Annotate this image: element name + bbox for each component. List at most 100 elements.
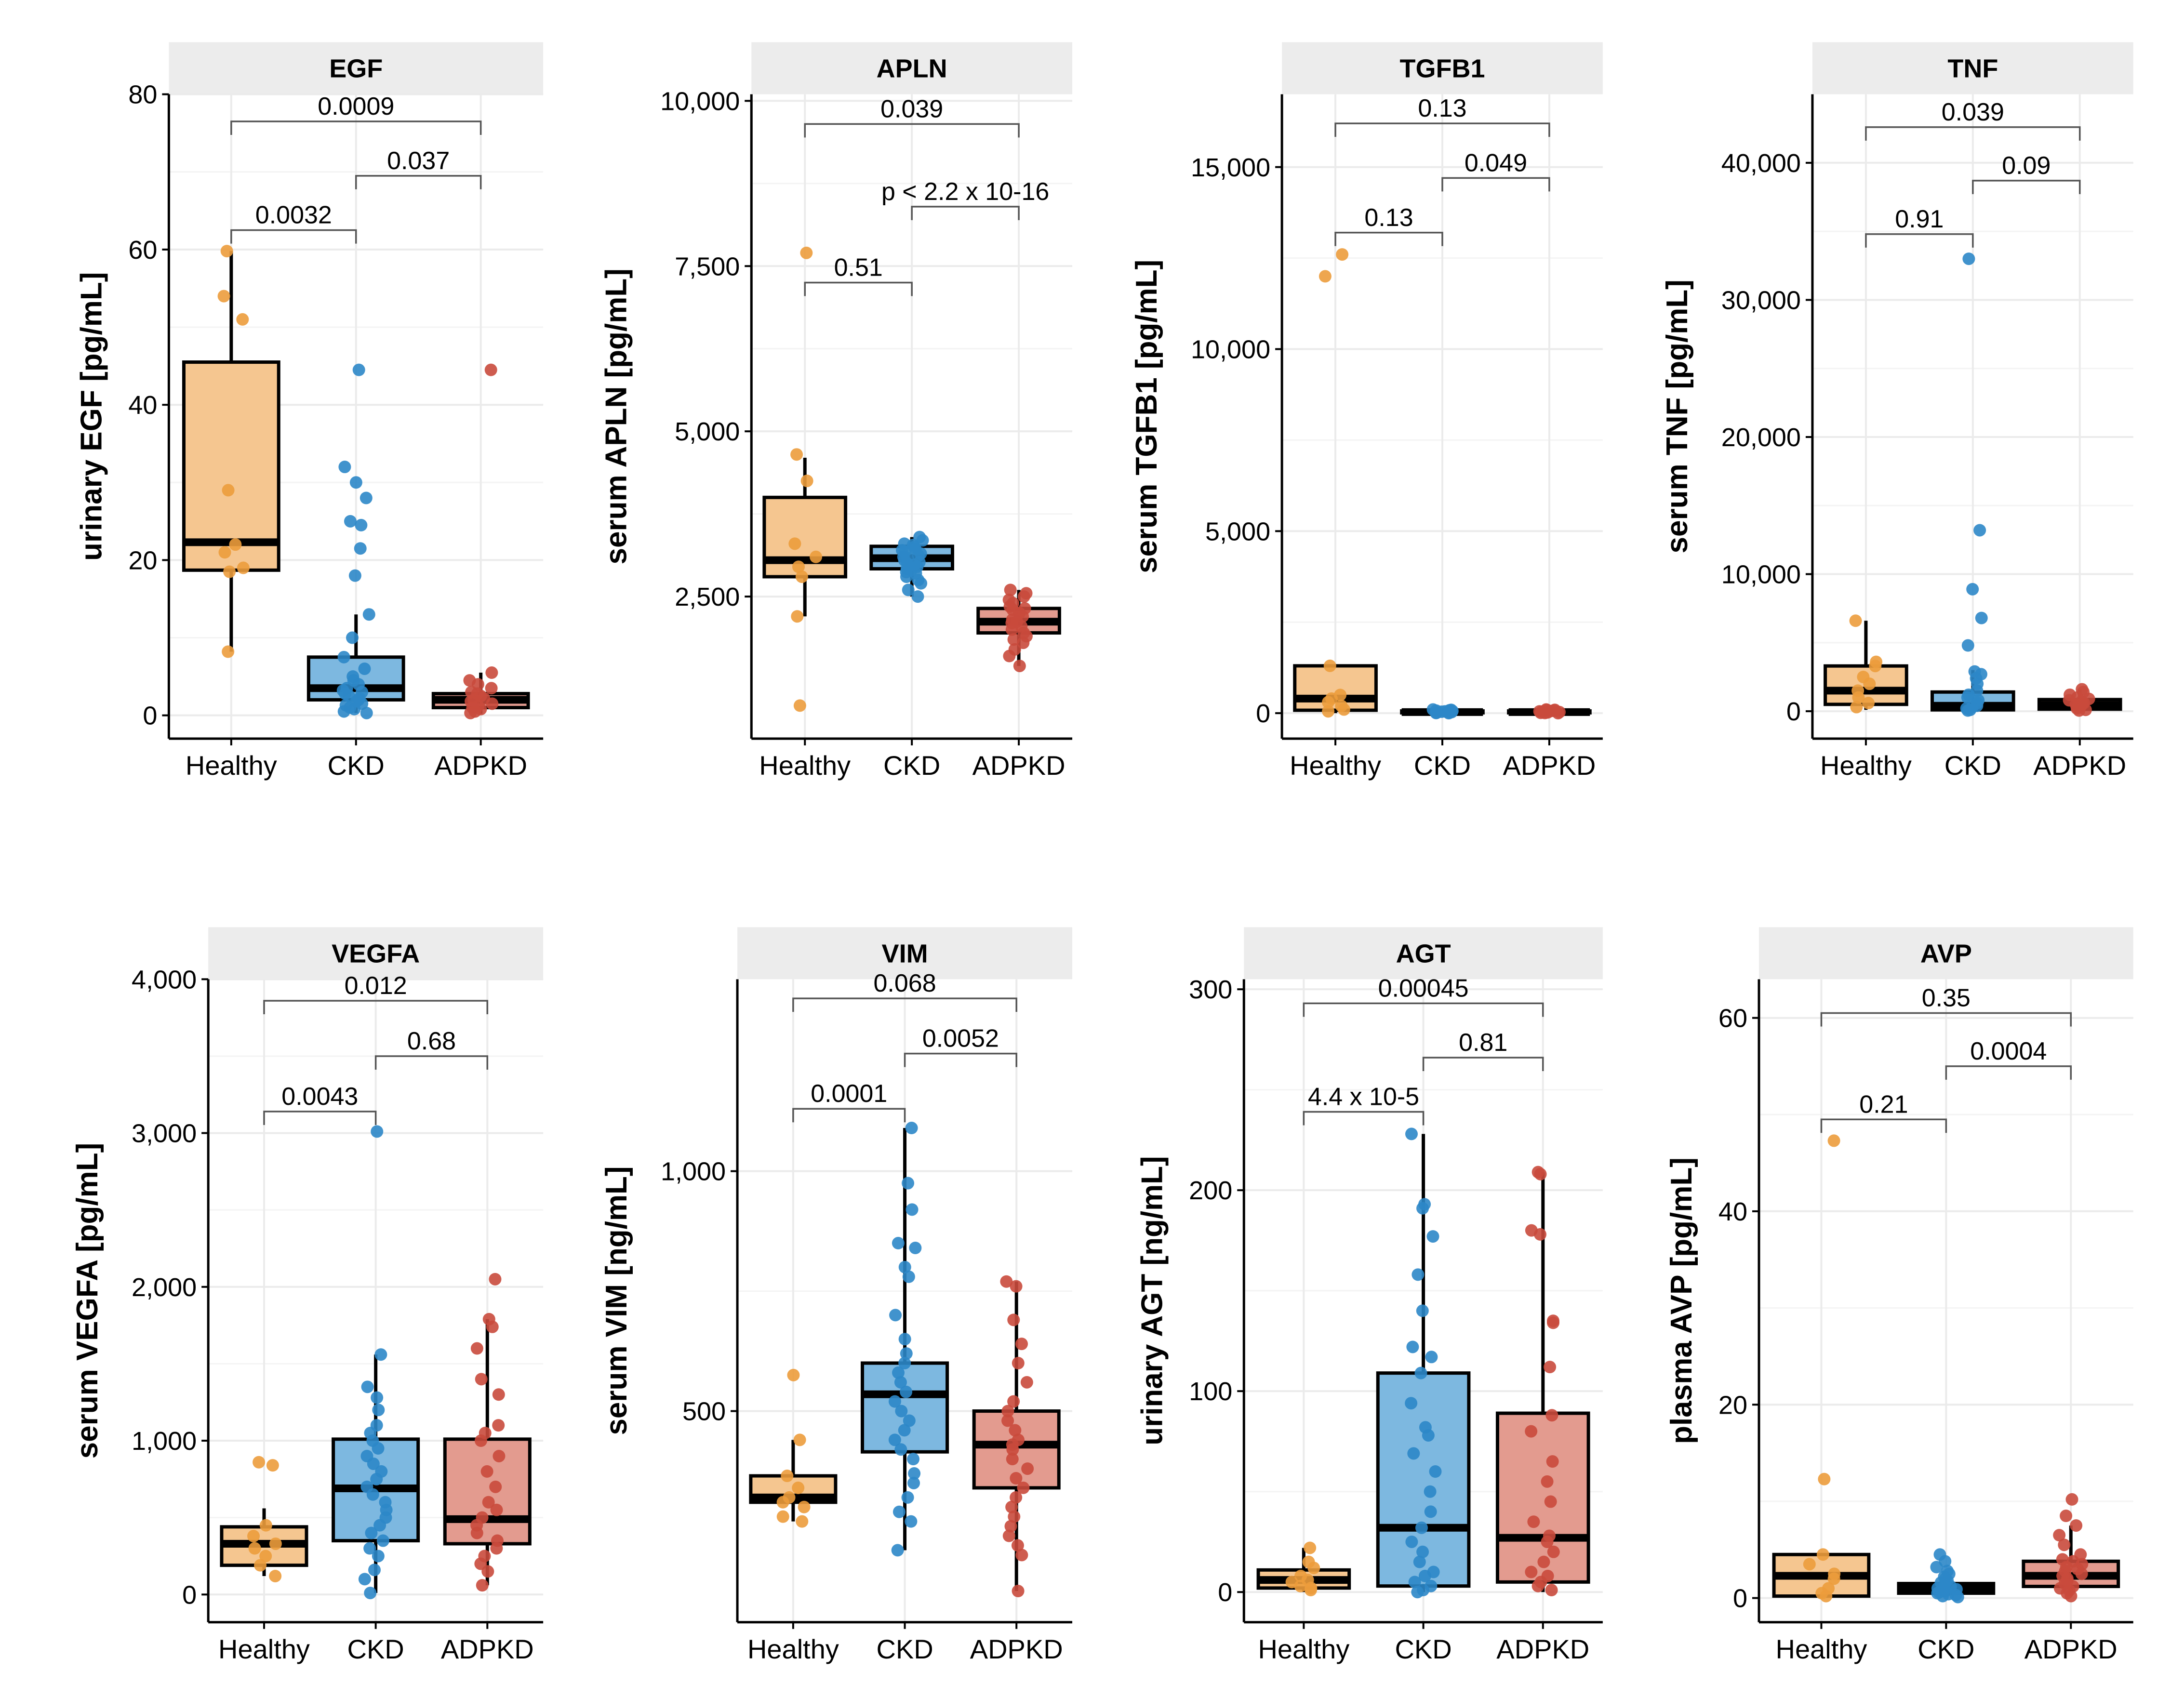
panel-agt: AGT 0.00045 0.81 4.4 x 10-5 0 100 200 300 Health… <box>1135 927 1603 1664</box>
comparison-pvalue: 0.0004 <box>1970 1037 2047 1065</box>
data-point <box>358 662 371 675</box>
data-point <box>1000 1275 1013 1288</box>
data-point <box>470 1342 483 1355</box>
data-point <box>1869 660 1882 673</box>
x-tick-label-ckd: CKD <box>1918 1634 1974 1664</box>
data-point <box>1304 1584 1317 1597</box>
data-point <box>892 1505 906 1518</box>
data-point <box>1408 1576 1421 1589</box>
y-tick-label: 100 <box>1189 1377 1232 1406</box>
x-tick-label-healthy: Healthy <box>1776 1634 1867 1664</box>
data-point <box>1531 1579 1545 1592</box>
data-point <box>367 1457 380 1470</box>
y-tick-label: 40 <box>128 391 157 420</box>
data-point <box>1527 1515 1540 1528</box>
comparison-bracket <box>230 229 357 244</box>
data-point <box>220 245 233 258</box>
data-point <box>337 650 350 663</box>
data-point <box>2053 1529 2066 1542</box>
data-point <box>1525 1425 1538 1438</box>
data-point <box>793 699 806 712</box>
y-axis-title: urinary AGT [ng/mL] <box>1135 1156 1169 1445</box>
x-tick-label-ckd: CKD <box>1395 1634 1452 1664</box>
y-tick-label: 20 <box>1718 1391 1747 1419</box>
comparison-pvalue: 0.049 <box>1465 149 1527 177</box>
panel-title: AGT <box>1396 939 1451 968</box>
data-point <box>1005 623 1018 636</box>
data-point <box>484 363 497 376</box>
panel-strip <box>1282 42 1603 94</box>
data-point <box>1013 660 1026 673</box>
comparison-bracket <box>1972 180 2081 194</box>
data-point <box>371 1391 384 1404</box>
data-point <box>1424 1485 1437 1498</box>
data-point <box>366 1488 379 1501</box>
data-point <box>485 682 498 695</box>
data-point <box>1951 1591 1964 1604</box>
panel-egf: EGF 0.0009 0.037 0.0032 0 20 40 60 80 Healthy CKD A… <box>75 42 544 781</box>
data-point <box>798 1500 811 1513</box>
data-point <box>1545 1584 1558 1597</box>
panel-strip <box>1244 927 1603 980</box>
data-point <box>1004 583 1017 597</box>
data-point <box>1411 1586 1424 1599</box>
data-point <box>1010 1491 1023 1504</box>
data-point <box>906 1203 919 1216</box>
data-point <box>788 537 801 550</box>
data-point <box>1009 1424 1022 1437</box>
comparison-bracket <box>1303 1111 1425 1126</box>
data-point <box>1405 1535 1418 1548</box>
data-point <box>892 1237 905 1250</box>
comparison-pvalue: 0.35 <box>1922 984 1971 1012</box>
comparison-bracket <box>911 206 1020 220</box>
data-point <box>374 1348 387 1361</box>
data-point <box>348 703 361 716</box>
comparison-bracket <box>792 1108 906 1123</box>
data-point <box>376 1534 389 1547</box>
data-point <box>1803 1558 1816 1571</box>
y-tick-label: 2,500 <box>675 583 740 611</box>
x-tick-label-healthy: Healthy <box>1290 750 1381 781</box>
panel-strip <box>1812 42 2133 94</box>
comparison-pvalue: 0.91 <box>1895 205 1944 233</box>
data-point <box>361 1380 374 1393</box>
data-point <box>2073 704 2086 717</box>
data-point <box>905 1515 918 1528</box>
panel-tnf: TNF 0.039 0.09 0.91 0 10,000 20,000 30,000 40,00… <box>1661 42 2133 781</box>
data-point <box>269 1537 282 1550</box>
comparison-bracket <box>355 175 482 189</box>
data-point <box>1416 1202 1429 1215</box>
data-point <box>1011 1539 1024 1552</box>
data-point <box>900 1385 913 1398</box>
data-point <box>490 1542 503 1555</box>
x-tick-label-healthy: Healthy <box>1258 1634 1349 1664</box>
y-tick-label: 0 <box>1786 697 1801 726</box>
data-point <box>1534 1167 1547 1180</box>
data-point <box>358 1573 371 1586</box>
data-point <box>1544 1495 1557 1508</box>
panel-strip <box>1759 927 2133 980</box>
comparison-bracket <box>230 120 482 135</box>
y-tick-label: 60 <box>1718 1004 1747 1033</box>
data-point <box>2075 1567 2088 1580</box>
data-point <box>894 1376 907 1389</box>
comparison-pvalue: 0.039 <box>1942 98 2004 126</box>
data-point <box>1827 1134 1840 1147</box>
panel-title: VIM <box>882 939 928 968</box>
data-point <box>776 1510 789 1523</box>
data-point <box>1007 633 1020 646</box>
data-point <box>888 1395 901 1408</box>
data-point <box>1021 1462 1034 1475</box>
comparison-pvalue: 0.0043 <box>281 1083 358 1111</box>
data-point <box>1544 1361 1557 1374</box>
y-axis-title: plasma AVP [pg/mL] <box>1665 1157 1698 1444</box>
comparison-bracket <box>804 123 1020 138</box>
panel-strip <box>737 927 1073 980</box>
data-point <box>900 570 913 583</box>
comparison-pvalue: 0.00045 <box>1378 974 1469 1002</box>
panel-title: EGF <box>329 54 383 83</box>
data-point <box>493 1449 506 1462</box>
comparison-bracket <box>1334 122 1550 137</box>
data-point <box>352 363 365 376</box>
data-point <box>344 515 357 528</box>
